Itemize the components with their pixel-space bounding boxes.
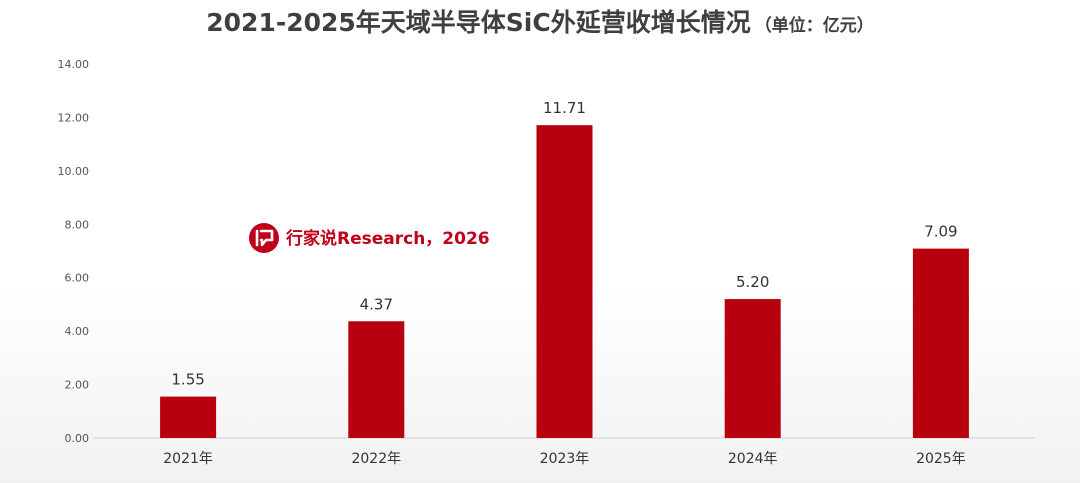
y-axis: 0.00 2.00 4.00 6.00 8.00 10.00 12.00 14.00 [58,58,90,445]
bars-group: 1.55 2021年 4.37 2022年 11.71 2023年 5.20 2024年 7.0… [160,99,969,467]
bar-1 [348,321,405,438]
y-tick-label: 14.00 [58,58,90,71]
data-label-4: 7.09 [924,223,957,241]
bar-3 [724,299,781,438]
x-tick-label-3: 2024年 [728,451,778,467]
chart-title-unit: （单位：亿元） [755,15,874,36]
x-tick-label-1: 2022年 [351,451,401,467]
data-label-1: 4.37 [360,295,393,313]
bar-2 [536,125,593,438]
chart-title-main: 2021-2025年天域半导体SiC外延营收增长情况 [206,8,750,37]
y-tick-label: 2.00 [65,379,90,392]
y-tick-label: 0.00 [65,432,90,445]
bar-0 [160,396,217,438]
x-tick-label-2: 2023年 [540,451,590,467]
y-tick-label: 8.00 [65,218,90,231]
speech-bubble-logo-icon [249,223,279,253]
y-tick-label: 12.00 [58,111,90,124]
bar-4 [912,248,969,438]
watermark: 行家说Research，2026 [249,223,490,253]
x-tick-label-0: 2021年 [163,451,213,467]
x-tick-label-4: 2025年 [916,451,966,467]
watermark-text: 行家说Research，2026 [285,228,490,249]
y-tick-label: 4.00 [65,325,90,338]
data-label-0: 1.55 [171,371,204,389]
data-label-3: 5.20 [736,273,769,291]
chart-title: 2021-2025年天域半导体SiC外延营收增长情况 （单位：亿元） [206,8,873,37]
data-label-2: 11.71 [543,99,586,117]
y-tick-label: 10.00 [58,165,90,178]
y-tick-label: 6.00 [65,272,90,285]
